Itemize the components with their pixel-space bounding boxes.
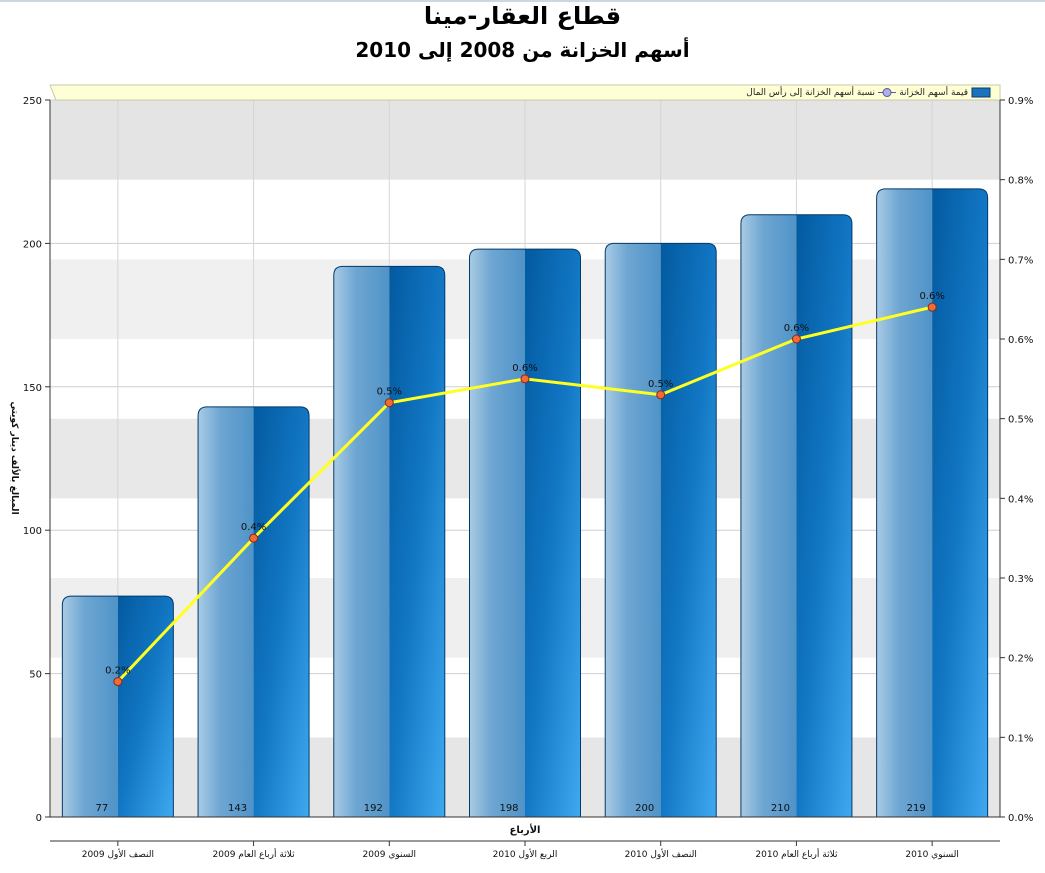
bar-series (61, 188, 989, 818)
y-tick-label: 0 (36, 813, 42, 824)
line-series: 0.2% 0.4% 0.5% 0.6% 0.5% 0.6% 0.6% (105, 291, 945, 687)
y-tick-label: 200 (23, 239, 42, 250)
legend: قيمة أسهم الخزانة نسبة أسهم الخزانة إلى … (746, 86, 991, 98)
line-point-label: 0.6% (512, 363, 537, 374)
bar-left-face (198, 406, 254, 817)
line-point-label: 0.4% (241, 522, 266, 533)
bar (197, 406, 310, 818)
bar-outline (469, 248, 581, 818)
line-point (113, 677, 123, 687)
bar-outline (333, 265, 446, 818)
bar-value-labels: 77 143 192 198 200 210 219 (95, 803, 925, 814)
bar-outline (876, 188, 989, 818)
bar-outline (604, 242, 717, 818)
y-tick-label: 100 (23, 526, 42, 537)
y-tick-label: 50 (29, 670, 42, 681)
bar (740, 214, 853, 818)
y2-tick-label: 0.9% (1008, 96, 1033, 107)
x-tick-label: ثلاثة أرباع العام 2010 (755, 848, 838, 860)
bar-outline (61, 595, 174, 818)
y2-tick-label: 0.1% (1008, 733, 1033, 744)
bar-right-face (253, 406, 310, 817)
bar (604, 242, 717, 818)
y2-tick-label: 0.6% (1008, 335, 1033, 346)
bar-left-face (605, 243, 661, 817)
y2-tick-label: 0.4% (1008, 494, 1033, 505)
x-tick-label: السنوي 2009 (363, 850, 416, 860)
bar-left-face (876, 188, 933, 817)
legend-line-marker (882, 88, 892, 97)
line-point (520, 374, 530, 384)
bar-value-label: 192 (364, 803, 383, 814)
x-tick-label: السنوي 2010 (905, 850, 958, 860)
bar-left-face (740, 214, 797, 818)
bar-right-face (796, 214, 852, 818)
bar (469, 248, 581, 818)
chart-subtitle: أسهم الخزانة من 2008 إلى 2010 (355, 38, 690, 62)
bar (61, 595, 174, 818)
bar-value-label: 143 (228, 803, 247, 814)
y2-axis-ticks: 0.0% 0.1% 0.2% 0.3% 0.4% 0.5% 0.6% 0.7% 0.8% 0.9% (1000, 96, 1033, 824)
bar-left-face (333, 266, 390, 817)
x-tick-label: الربع الأول 2010 (493, 848, 558, 860)
line-point-label: 0.6% (784, 323, 809, 334)
y2-tick-label: 0.7% (1008, 255, 1033, 266)
y-axis-label: المبالغ بالألف دينار كويتي (9, 401, 21, 514)
y2-tick-label: 0.3% (1008, 574, 1033, 585)
y-tick-label: 250 (23, 96, 42, 107)
bar-value-label: 210 (771, 803, 790, 814)
line-point (384, 398, 394, 408)
bar (876, 188, 989, 818)
bar-outline (740, 214, 853, 818)
y-tick-label: 150 (23, 383, 42, 394)
x-axis-ticks: النصف الأول 2009 ثلاثة أرباع العام 2009 ال… (82, 841, 959, 860)
bar-value-label: 198 (499, 803, 518, 814)
legend-bar-swatch (971, 87, 991, 98)
bar-right-face (932, 188, 988, 817)
legend-bar-label: قيمة أسهم الخزانة (899, 86, 968, 98)
chart-title: قطاع العقار-مينا (423, 2, 622, 30)
bar-left-face (62, 596, 118, 817)
bar-right-face (389, 266, 445, 817)
bar-right-face (525, 249, 581, 818)
y2-tick-label: 0.0% (1008, 813, 1033, 824)
x-tick-label: النصف الأول 2010 (625, 848, 697, 860)
bar (333, 265, 446, 818)
x-tick-label: النصف الأول 2009 (82, 848, 154, 860)
line-point (656, 390, 666, 400)
line-point (927, 302, 937, 312)
y-axis-ticks: 0 50 100 150 200 250 (23, 96, 50, 824)
bar-value-label: 77 (95, 803, 108, 814)
line-point (249, 533, 259, 543)
bar-left-face (469, 249, 525, 818)
line-point-label: 0.5% (377, 387, 402, 398)
x-tick-label: ثلاثة أرباع العام 2009 (213, 848, 296, 860)
line-point-label: 0.6% (919, 291, 944, 302)
bar-value-label: 200 (635, 803, 654, 814)
bar-right-face (660, 243, 717, 817)
line-point (791, 334, 801, 344)
y2-tick-label: 0.2% (1008, 654, 1033, 665)
y2-tick-label: 0.5% (1008, 415, 1033, 426)
bar-value-label: 219 (907, 803, 926, 814)
x-axis-label: الأرباع (510, 823, 541, 836)
line-point-label: 0.2% (105, 666, 130, 677)
legend-line-label: نسبة أسهم الخزانة إلى رأس المال (746, 86, 875, 98)
bar-right-face (117, 596, 174, 817)
top-rule (0, 0, 1045, 2)
line-point-label: 0.5% (648, 379, 673, 390)
y2-tick-label: 0.8% (1008, 176, 1033, 187)
bar-outline (197, 406, 310, 818)
